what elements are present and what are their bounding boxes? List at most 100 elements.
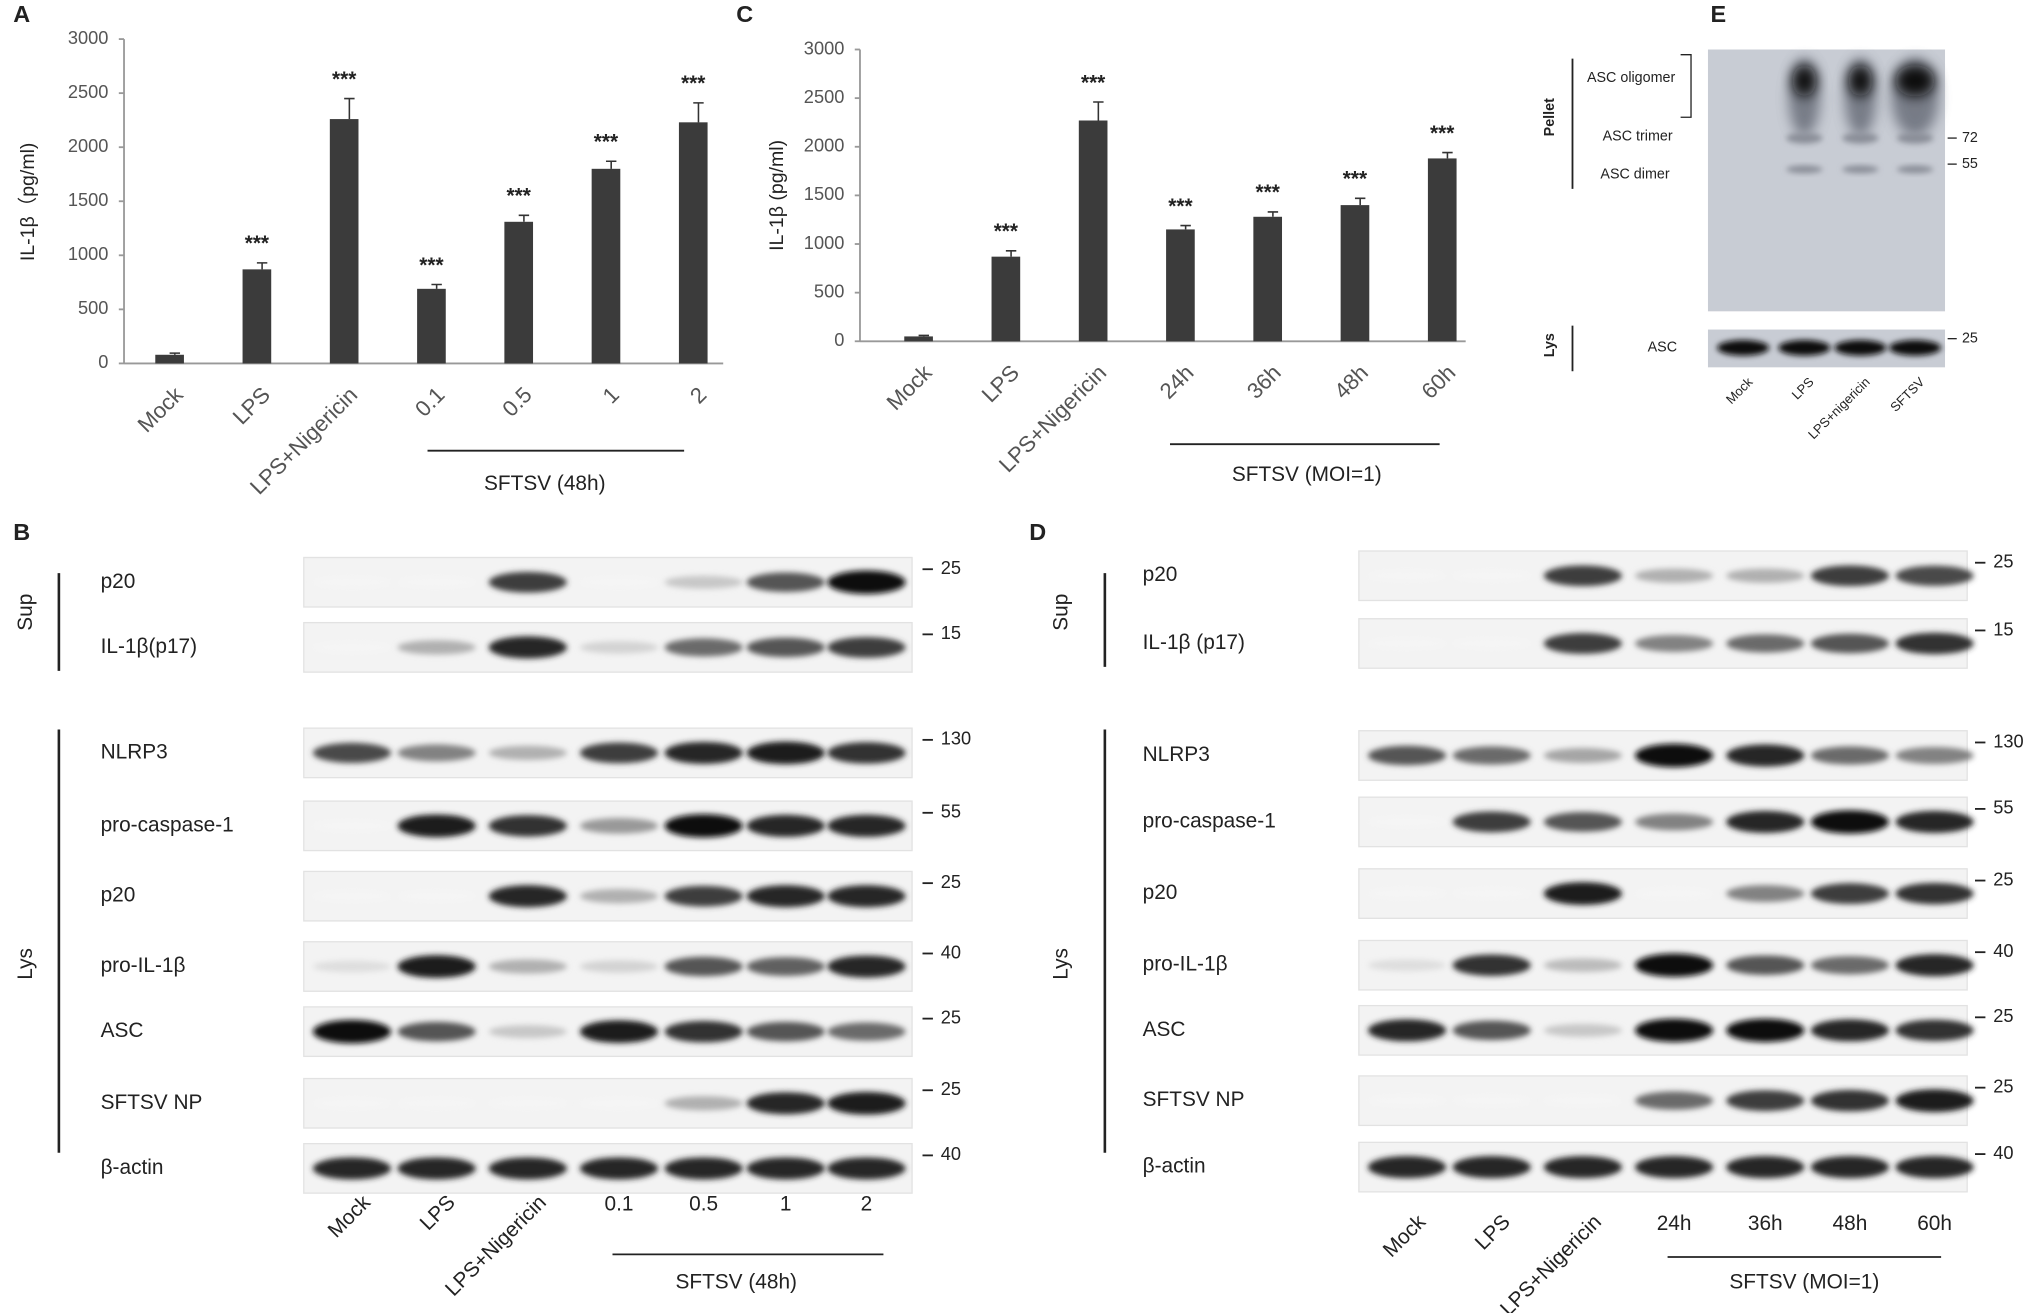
band [746, 814, 825, 837]
band [1726, 1018, 1805, 1043]
band [664, 814, 743, 838]
dimer-band [1786, 165, 1823, 174]
panel-letter: A [13, 1, 30, 27]
group-label: SFTSV (48h) [675, 1271, 797, 1294]
lane-label: Mock [324, 1190, 376, 1242]
x-tick-label: LPS [228, 382, 275, 429]
band [1635, 635, 1714, 652]
significance-label: *** [1343, 168, 1368, 191]
band [312, 1157, 392, 1180]
lane-label: 48h [1833, 1212, 1868, 1235]
panel-letter: C [736, 1, 753, 27]
group-label: SFTSV (MOI=1) [1729, 1271, 1879, 1294]
x-tick-label: 1 [598, 382, 624, 408]
error-bar [918, 334, 930, 337]
band [312, 1098, 392, 1109]
row-label: SFTSV NP [101, 1091, 203, 1114]
group-label: SFTSV (MOI=1) [1232, 463, 1382, 486]
lane-label: Mock [1723, 374, 1756, 407]
band [1367, 1156, 1447, 1179]
band [1543, 958, 1622, 973]
x-tick-label: 60h [1417, 360, 1461, 404]
species-label: ASC oligomer [1587, 70, 1676, 86]
band [1452, 888, 1531, 899]
lys-band [1889, 339, 1942, 356]
row-label: p20 [101, 570, 136, 593]
significance-label: *** [245, 232, 270, 255]
x-tick-label: Mock [133, 381, 189, 437]
band [579, 1098, 659, 1109]
marker-label: 55 [1962, 156, 1978, 172]
band [1635, 888, 1714, 899]
band [1367, 638, 1447, 649]
band [746, 957, 825, 976]
band [1810, 1156, 1890, 1179]
marker-label: 15 [941, 622, 961, 643]
error-bar [1180, 224, 1191, 230]
band [746, 885, 825, 908]
band [312, 820, 392, 832]
marker-label: 25 [1993, 551, 2013, 572]
band [1810, 1089, 1890, 1112]
panel-letter: E [1711, 1, 1727, 27]
band [664, 575, 743, 589]
dimer-band [1842, 165, 1879, 174]
band [1367, 959, 1447, 972]
band [1452, 954, 1531, 976]
marker-label: 40 [1993, 1142, 2013, 1163]
band [827, 570, 906, 594]
band [397, 955, 476, 978]
band [664, 956, 743, 977]
y-tick-label: 1000 [68, 243, 109, 264]
y-tick-label: 1500 [804, 183, 845, 204]
band [1810, 810, 1890, 834]
oligomer-band [1848, 65, 1873, 97]
y-tick-label: 2500 [804, 86, 845, 107]
lane-label: LPS [1789, 374, 1817, 402]
band [312, 1019, 392, 1044]
lane-label: 60h [1917, 1212, 1952, 1235]
lane-label: 0.1 [605, 1192, 634, 1215]
marker-label: 25 [1993, 1005, 2013, 1026]
section-label: Lys [1049, 948, 1072, 980]
significance-label: *** [594, 131, 619, 154]
band [827, 814, 906, 837]
row-label: SFTSV NP [1143, 1088, 1245, 1111]
trimer-band [1896, 132, 1934, 144]
significance-label: *** [1430, 122, 1455, 145]
band [1543, 1095, 1622, 1106]
bar [417, 288, 446, 364]
band [1726, 634, 1805, 653]
band [1543, 633, 1622, 654]
error-bar [169, 352, 181, 355]
row-label: ASC [101, 1019, 144, 1042]
band [488, 815, 567, 837]
marker-label: 40 [941, 1143, 961, 1164]
band [1543, 812, 1622, 832]
band [312, 960, 392, 973]
lys-band [1778, 339, 1831, 356]
y-tick-label: 1500 [68, 189, 109, 210]
lys-row-label: ASC [1648, 340, 1677, 356]
band [579, 641, 659, 654]
trimer-band [1842, 132, 1879, 144]
band [664, 1157, 743, 1180]
band [1895, 1089, 1974, 1113]
marker-label: 55 [1993, 797, 2013, 818]
marker-label: 25 [941, 871, 961, 892]
band [1895, 747, 1974, 764]
band [1635, 1018, 1714, 1043]
y-axis-label: IL-1β (pg/ml) [766, 140, 788, 251]
species-label: ASC trimer [1603, 129, 1673, 145]
y-tick-label: 2000 [804, 135, 845, 156]
lane-label: LPS [416, 1191, 460, 1235]
significance-label: *** [681, 72, 706, 95]
band [1726, 1156, 1805, 1179]
species-label: ASC dimer [1600, 166, 1669, 182]
oligomer-band [1792, 65, 1817, 97]
band [488, 1025, 567, 1039]
band [1452, 1020, 1531, 1041]
band [827, 742, 906, 764]
band [397, 814, 476, 838]
band [746, 1021, 825, 1042]
